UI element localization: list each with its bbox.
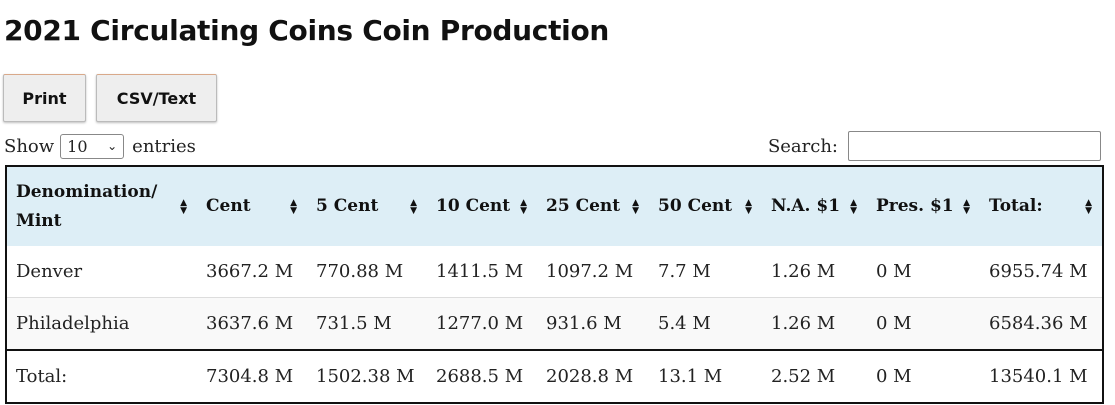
value-cell: 0 M (876, 313, 912, 334)
sort-both-icon: ▲ ▼ (850, 197, 857, 216)
total-value-cell: 1502.38 M (316, 366, 415, 387)
value-cell: 731.5 M (316, 313, 392, 334)
column-header-label: N.A. $1 (771, 196, 841, 216)
column-header-7[interactable]: Pres. $1 ▲ ▼ (867, 166, 980, 246)
value-cell: 6584.36 M (989, 313, 1088, 334)
column-header-label: 25 Cent (546, 196, 621, 216)
sort-both-icon: ▲ ▼ (963, 197, 970, 216)
total-value-cell: 2688.5 M (436, 366, 524, 387)
sort-both-icon: ▲ ▼ (180, 197, 187, 216)
total-value-cell: 2028.8 M (546, 366, 634, 387)
column-header-2[interactable]: 5 Cent ▲ ▼ (307, 166, 427, 246)
value-cell: 1411.5 M (436, 261, 524, 282)
column-header-4[interactable]: 25 Cent ▲ ▼ (537, 166, 649, 246)
value-cell: 0 M (876, 261, 912, 282)
show-label: Show (4, 135, 55, 157)
total-value-cell: 13540.1 M (989, 366, 1088, 387)
entries-select-value: 10 (67, 136, 88, 156)
print-button[interactable]: Print (3, 74, 86, 122)
value-cell: 1277.0 M (436, 313, 524, 334)
sort-both-icon: ▲ ▼ (290, 197, 297, 216)
search-control: Search: (768, 131, 1101, 161)
sort-both-icon: ▲ ▼ (745, 197, 752, 216)
column-header-3[interactable]: 10 Cent ▲ ▼ (427, 166, 537, 246)
sort-both-icon: ▲ ▼ (410, 197, 417, 216)
column-header-label: Denomination/ Mint (16, 181, 158, 231)
entries-length-control: Show 10 ⌄ entries (4, 133, 196, 159)
total-value-cell: 2.52 M (771, 366, 836, 387)
value-cell: 6955.74 M (989, 261, 1088, 282)
column-header-6[interactable]: N.A. $1 ▲ ▼ (762, 166, 867, 246)
table-row: Denver 3667.2 M 770.88 M 1411.5 M 1097.2 M 7.… (6, 246, 1103, 298)
sort-both-icon: ▲ ▼ (1085, 197, 1092, 216)
entries-label: entries (132, 135, 196, 157)
csv-text-button[interactable]: CSV/Text (96, 74, 217, 122)
column-header-label: 50 Cent (658, 196, 733, 216)
column-header-label: Pres. $1 (876, 196, 954, 216)
entries-select[interactable]: 10 ⌄ (60, 133, 125, 159)
value-cell: 5.4 M (658, 313, 711, 334)
value-cell: 1.26 M (771, 313, 836, 334)
sort-both-icon: ▲ ▼ (632, 197, 639, 216)
total-value-cell: 7304.8 M (206, 366, 294, 387)
column-header-0[interactable]: Denomination/ Mint ▲ ▼ (6, 166, 197, 246)
column-header-label: 10 Cent (436, 196, 511, 216)
column-header-5[interactable]: 50 Cent ▲ ▼ (649, 166, 762, 246)
value-cell: 7.7 M (658, 261, 711, 282)
total-label-cell: Total: (16, 366, 68, 387)
value-cell: 3667.2 M (206, 261, 294, 282)
header-row: Denomination/ Mint ▲ ▼ Cent ▲ ▼ 5 Cent ▲ ▼ 10 Cen… (6, 166, 1103, 246)
value-cell: 3637.6 M (206, 313, 294, 334)
column-header-8[interactable]: Total: ▲ ▼ (980, 166, 1103, 246)
value-cell: 931.6 M (546, 313, 622, 334)
column-header-1[interactable]: Cent ▲ ▼ (197, 166, 307, 246)
total-value-cell: 13.1 M (658, 366, 723, 387)
footer-row: Total: 7304.8 M 1502.38 M 2688.5 M 2028.8 M 1… (6, 350, 1103, 403)
mint-name-cell: Denver (16, 261, 83, 282)
column-header-label: 5 Cent (316, 196, 379, 216)
value-cell: 1.26 M (771, 261, 836, 282)
value-cell: 770.88 M (316, 261, 404, 282)
sort-both-icon: ▲ ▼ (520, 197, 527, 216)
page-title: 2021 Circulating Coins Coin Production (4, 14, 610, 47)
total-value-cell: 0 M (876, 366, 912, 387)
chevron-down-icon: ⌄ (107, 139, 118, 153)
table-row: Philadelphia 3637.6 M 731.5 M 1277.0 M 931.6… (6, 297, 1103, 350)
search-input[interactable] (848, 131, 1101, 161)
mint-name-cell: Philadelphia (16, 313, 130, 334)
value-cell: 1097.2 M (546, 261, 634, 282)
coin-production-table: Denomination/ Mint ▲ ▼ Cent ▲ ▼ 5 Cent ▲ ▼ 10 Cen… (5, 165, 1104, 404)
column-header-label: Cent (206, 196, 251, 216)
column-header-label: Total: (989, 196, 1043, 216)
search-label: Search: (767, 135, 838, 157)
